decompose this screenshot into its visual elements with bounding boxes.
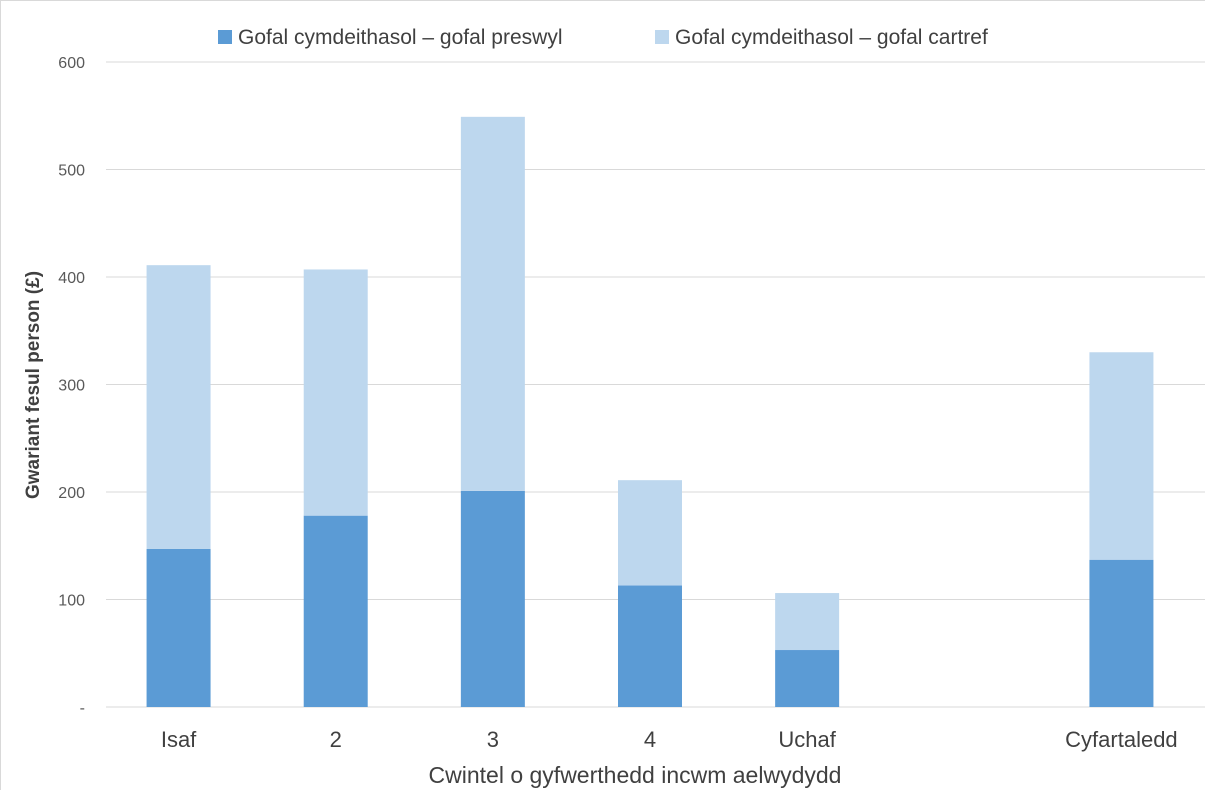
y-tick-label: 100: [58, 593, 85, 610]
bar-cartref-6: [1089, 352, 1154, 560]
x-category-label: 4: [644, 727, 656, 752]
y-axis-ticks: - 100 200 300 400 500 600: [58, 55, 85, 717]
bar-cartref-2: [460, 116, 525, 491]
x-axis-categories: Isaf 2 3 4 Uchaf Cyfartaledd: [161, 727, 1178, 752]
x-category-label: Isaf: [161, 727, 197, 752]
bar-cartref-1: [303, 269, 368, 516]
legend-swatch-preswyl: [218, 30, 232, 44]
bar-preswyl-3: [618, 585, 682, 707]
bar-preswyl-6: [1089, 559, 1154, 707]
legend-label-preswyl: Gofal cymdeithasol – gofal preswyl: [238, 26, 563, 49]
y-tick-label: 300: [58, 378, 85, 395]
y-tick-label: 500: [58, 163, 85, 180]
x-axis-label: Cwintel o gyfwerthedd incwm aelwydydd: [429, 762, 842, 788]
legend-label-cartref: Gofal cymdeithasol – gofal cartref: [675, 26, 988, 49]
y-tick-label: 600: [58, 55, 85, 72]
x-category-label: Uchaf: [778, 727, 836, 752]
bar-preswyl-2: [460, 490, 525, 707]
bar-cartref-0: [146, 265, 211, 549]
x-category-label: Cyfartaledd: [1065, 727, 1178, 752]
x-category-label: 2: [330, 727, 342, 752]
bar-preswyl-0: [146, 548, 211, 707]
bar-preswyl-4: [775, 650, 840, 707]
x-category-label: 3: [487, 727, 499, 752]
legend: Gofal cymdeithasol – gofal preswyl Gofal…: [218, 26, 988, 49]
bar-cartref-4: [775, 593, 840, 651]
y-tick-label: 200: [58, 485, 85, 502]
bar-cartref-3: [618, 480, 682, 586]
y-tick-label: 400: [58, 270, 85, 287]
y-tick-label: -: [80, 700, 85, 717]
legend-swatch-cartref: [655, 30, 669, 44]
bar-preswyl-1: [303, 515, 368, 707]
y-axis-label: Gwariant fesul person (£): [23, 271, 44, 499]
bars: [146, 116, 1154, 707]
